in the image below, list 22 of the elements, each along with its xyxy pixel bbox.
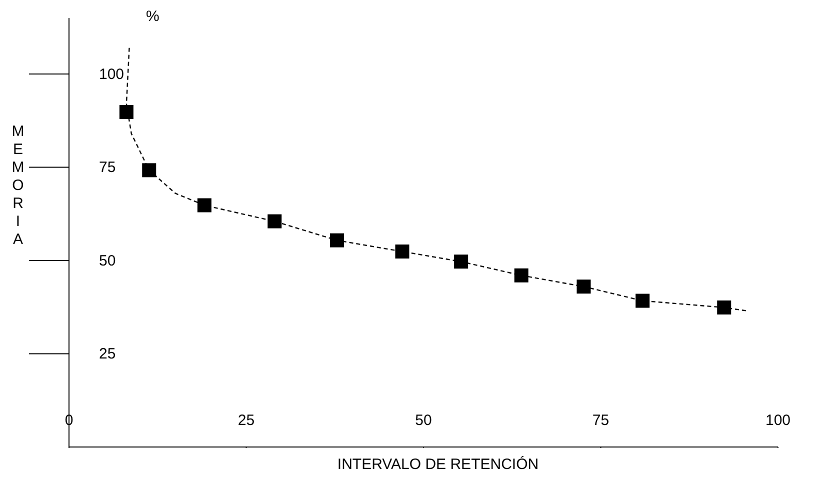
point	[197, 198, 212, 212]
point	[268, 214, 282, 228]
x-tick-label: 25	[238, 412, 255, 429]
y-tick-label: 75	[99, 159, 116, 176]
y-tick-label: 25	[99, 346, 116, 363]
point	[636, 294, 650, 308]
x-tick-label: 50	[415, 412, 432, 429]
y-axis-title: MEMORIA	[10, 123, 26, 249]
point	[454, 254, 468, 269]
point	[330, 233, 344, 248]
point	[514, 268, 528, 282]
point	[717, 300, 732, 314]
x-axis-title: INTERVALO DE RETENCIÓN	[336, 456, 540, 473]
point	[119, 105, 134, 120]
point	[395, 244, 410, 259]
y-tick-label: 100	[99, 66, 124, 83]
point	[576, 280, 591, 294]
point	[142, 163, 156, 178]
annotation: %	[146, 8, 160, 25]
x-tick-label: 100	[765, 412, 791, 429]
x-tick-label: 75	[592, 412, 610, 429]
y-tick-label: 50	[99, 252, 116, 270]
